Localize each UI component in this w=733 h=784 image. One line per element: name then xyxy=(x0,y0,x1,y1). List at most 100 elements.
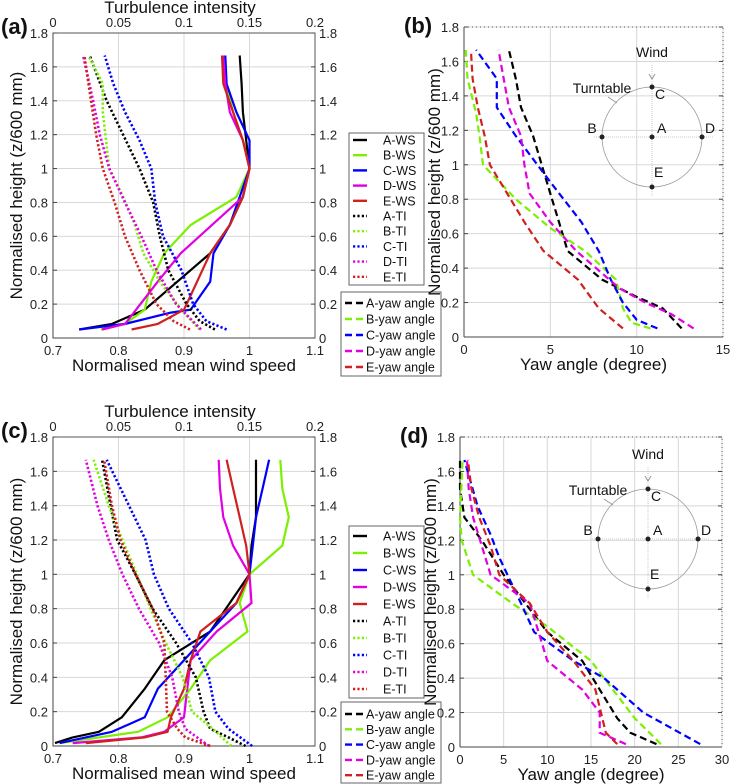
y-right-tick-label: 1 xyxy=(319,162,326,177)
measurement-point-label: C xyxy=(651,488,661,504)
y-tick-label: 1.6 xyxy=(30,464,48,479)
y-right-tick-label: 1.2 xyxy=(319,128,337,143)
legend-entry-label: E-yaw angle xyxy=(366,769,435,783)
legend-entry-label: C-yaw angle xyxy=(366,738,436,752)
series-e-yaw-angle xyxy=(466,459,618,745)
legend-entry-label: A-WS xyxy=(383,134,416,148)
legend-entry-label: C-WS xyxy=(383,164,416,178)
series-c-yaw-angle xyxy=(463,459,701,746)
legend-entry-label: C-TI xyxy=(383,240,407,254)
series-e-ti xyxy=(102,459,211,748)
axes-frame xyxy=(463,26,724,338)
x-axis-label: Yaw angle (degree) xyxy=(520,355,667,374)
y-right-tick-label: 0.2 xyxy=(319,705,337,720)
y-tick-label: 0 xyxy=(41,331,48,346)
legend-entry-label: A-TI xyxy=(383,210,407,224)
y-tick-label: 1 xyxy=(448,568,455,583)
panel-a: 0 0 0.2 0.2 0.4 0.4 0.6 0.6 0.8 0.8 1 1 1.2 1.2 1.4 1.4… xyxy=(1,0,442,377)
x2-tick-label: 0.2 xyxy=(306,15,324,30)
wind-arrow-icon xyxy=(644,475,652,482)
legend-entry-label: E-WS xyxy=(383,598,416,612)
y-axis-label: Normalised height (z/600 mm) xyxy=(421,478,440,706)
series-e-yaw-angle xyxy=(469,49,624,330)
series-b-ti xyxy=(87,54,201,331)
y-tick-label: 1.4 xyxy=(30,499,48,514)
y-tick-label: 0.4 xyxy=(30,670,48,685)
x-tick-label: 30 xyxy=(715,752,729,767)
y-tick-label: 1.2 xyxy=(441,123,459,138)
legend-ws-ti: A-WSB-WSC-WSD-WSE-WSA-TIB-TIC-TID-TIE-TI xyxy=(348,132,425,286)
legend-box xyxy=(348,132,425,286)
series-d-yaw-angle xyxy=(465,459,627,746)
x-axis-label: Yaw angle (degree) xyxy=(517,765,664,784)
legend-entry-label: D-yaw angle xyxy=(366,753,436,767)
y-right-tick-label: 0 xyxy=(319,331,326,346)
series-a-yaw-angle xyxy=(458,459,657,746)
y-tick-label: 1 xyxy=(41,567,48,582)
y-right-tick-label: 0.6 xyxy=(319,636,337,651)
y-tick-label: 0.4 xyxy=(437,671,455,686)
x-tick-label: 0.9 xyxy=(175,343,193,358)
measurement-point-C xyxy=(645,486,651,492)
legend-ws-ti: A-WSB-WSC-WSD-WSE-WSA-TIB-TIC-TID-TIE-TI xyxy=(348,525,425,699)
y-tick-label: 1.2 xyxy=(30,128,48,143)
legend-entry-label: D-TI xyxy=(383,666,407,680)
turntable-inset: Wind Turntable A B C D E xyxy=(569,446,711,599)
measurement-point-D xyxy=(699,134,705,140)
panel-label: (a) xyxy=(1,14,28,39)
y-tick-label: 1.8 xyxy=(30,430,48,445)
panel-c: 0 0 0.2 0.2 0.4 0.4 0.6 0.6 0.8 0.8 1 1 1.2 1.2 1.4 1.4… xyxy=(1,402,442,784)
measurement-point-label: B xyxy=(587,120,596,136)
x2-tick-label: 0.1 xyxy=(175,15,193,30)
measurement-point-label: A xyxy=(653,522,663,538)
measurement-point-label: D xyxy=(701,522,711,538)
x-tick-label: 0 xyxy=(460,342,467,357)
x2-tick-label: 0 xyxy=(49,419,56,434)
x-tick-label: 0.9 xyxy=(175,751,193,766)
x-tick-label: 1.1 xyxy=(306,751,324,766)
legend-entry-label: A-WS xyxy=(383,530,416,544)
panel-label: (c) xyxy=(1,418,28,443)
y-tick-label: 1.4 xyxy=(441,89,459,104)
legend-entry-label: E-TI xyxy=(383,683,407,697)
measurement-point-B xyxy=(599,134,605,140)
turntable-label: Turntable xyxy=(569,482,628,498)
y-axis-label: Normalised height (z/600 mm) xyxy=(7,478,26,706)
x2-tick-label: 0.2 xyxy=(306,419,324,434)
y-tick-label: 0.4 xyxy=(441,261,459,276)
panel-label: (b) xyxy=(404,13,432,38)
panel-d: 0 0.2 0.4 0.6 0.8 1 1.2 1.4 1.6 1.8 0 5 10 15 20 25 30 Ya… xyxy=(400,423,729,784)
y-right-tick-label: 1.6 xyxy=(319,60,337,75)
series-d-ti xyxy=(81,55,202,331)
y-right-tick-label: 1.4 xyxy=(319,94,337,109)
measurement-point-label: D xyxy=(705,120,715,136)
y-right-tick-label: 1.8 xyxy=(319,26,337,41)
x-axis-label: Normalised mean wind speed xyxy=(72,356,296,375)
x2-tick-label: 0.15 xyxy=(237,15,262,30)
x2-tick-label: 0.05 xyxy=(106,15,131,30)
y-tick-label: 0 xyxy=(41,739,48,754)
legend-entry-label: C-TI xyxy=(383,649,407,663)
series-c-ws xyxy=(79,55,251,331)
series-b-ti xyxy=(92,459,233,747)
legend-entry-label: C-WS xyxy=(383,564,416,578)
y-right-tick-label: 0.4 xyxy=(319,670,337,685)
x-tick-label: 0.7 xyxy=(44,751,62,766)
measurement-point-label: E xyxy=(650,566,659,582)
measurement-point-label: A xyxy=(657,120,667,136)
series-d-yaw-angle xyxy=(497,49,695,330)
x-tick-label: 5 xyxy=(547,342,554,357)
y-tick-label: 1 xyxy=(452,158,459,173)
series-a-ti xyxy=(88,55,216,331)
series-e-ti xyxy=(83,55,191,331)
y-tick-label: 0.8 xyxy=(437,602,455,617)
y-tick-label: 1.2 xyxy=(437,533,455,548)
series-e-ws xyxy=(131,55,251,331)
y-right-tick-label: 0.8 xyxy=(319,195,337,210)
y-right-tick-label: 1.4 xyxy=(319,499,337,514)
y-tick-label: 1 xyxy=(41,162,48,177)
x-tick-label: 0.7 xyxy=(44,343,62,358)
y-right-tick-label: 1.8 xyxy=(319,430,337,445)
